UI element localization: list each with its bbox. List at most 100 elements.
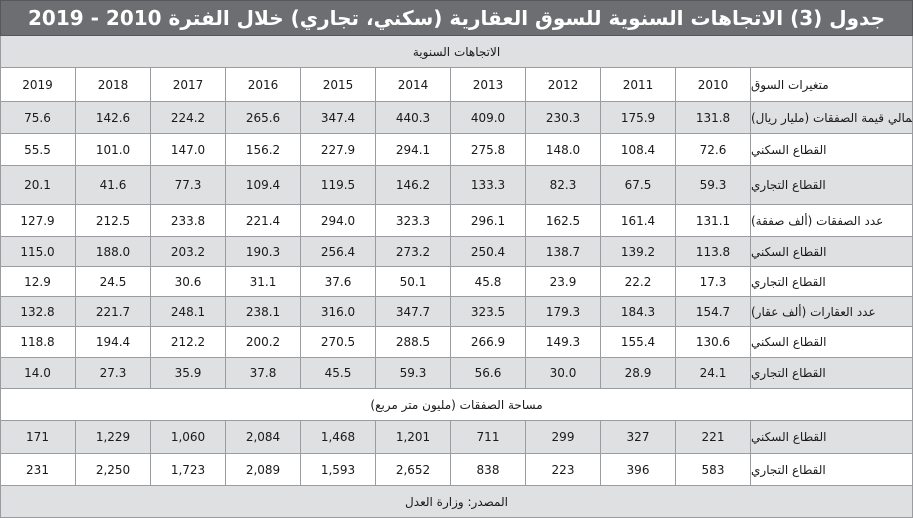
year-header-cell: 2011 — [600, 68, 675, 101]
year-header-cell: 2012 — [525, 68, 600, 101]
value-cell: 67.5 — [600, 166, 675, 204]
row-label-cell: إجمالي قيمة الصفقات (مليار ريال) — [750, 102, 913, 133]
header-label-cell: متغيرات السوق — [750, 68, 913, 101]
year-header-cell: 2018 — [75, 68, 150, 101]
table-row: القطاع التجاري 583 396 223 838 2,652 1,593 2,08… — [0, 454, 913, 486]
value-cell: 294.0 — [300, 205, 375, 236]
value-cell: 155.4 — [600, 327, 675, 357]
value-cell: 30.6 — [150, 267, 225, 296]
value-cell: 12.9 — [24, 274, 51, 289]
value-cell: 175.9 — [600, 102, 675, 133]
value-cell: 203.2 — [150, 237, 225, 266]
value-cell: 299 — [525, 421, 600, 453]
value-cell: 50.1 — [375, 267, 450, 296]
value-cell: 194.4 — [75, 327, 150, 357]
value-cell: 227.9 — [300, 134, 375, 165]
value-cell: 130.6 — [675, 327, 750, 357]
value-cell: 118.8 — [20, 335, 55, 349]
value-cell: 139.2 — [600, 237, 675, 266]
value-cell: 256.4 — [300, 237, 375, 266]
table-row: القطاع السكني 113.8 139.2 138.7 250.4 273.2 25… — [0, 237, 913, 267]
value-cell: 2,250 — [75, 454, 150, 485]
value-cell: 275.8 — [450, 134, 525, 165]
value-cell: 142.6 — [75, 102, 150, 133]
year-header-cell: 2013 — [450, 68, 525, 101]
value-cell: 2,652 — [375, 454, 450, 485]
value-cell: 101.0 — [75, 134, 150, 165]
value-cell: 2,084 — [225, 421, 300, 453]
value-cell: 113.8 — [675, 237, 750, 266]
header-row: متغيرات السوق 2010 2011 2012 2013 2014 2015 201… — [0, 68, 913, 102]
value-cell: 156.2 — [225, 134, 300, 165]
value-cell: 41.6 — [75, 166, 150, 204]
area-section-header: مساحة الصفقات (مليون متر مربع) — [0, 389, 913, 421]
value-cell: 347.7 — [375, 297, 450, 326]
value-cell: 161.4 — [600, 205, 675, 236]
year-header-cell: 2016 — [225, 68, 300, 101]
table-row: القطاع السكني 130.6 155.4 149.3 266.9 288.5 27… — [0, 327, 913, 358]
value-cell: 37.8 — [225, 358, 300, 388]
value-cell: 22.2 — [600, 267, 675, 296]
row-label-cell: القطاع السكني — [750, 421, 913, 453]
value-cell: 127.9 — [20, 213, 55, 228]
row-label-cell: القطاع التجاري — [750, 358, 913, 388]
value-cell: 77.3 — [150, 166, 225, 204]
value-cell: 347.4 — [300, 102, 375, 133]
value-cell: 1,723 — [150, 454, 225, 485]
table-row: عدد الصفقات (ألف صفقة) 131.1 161.4 162.5 296… — [0, 205, 913, 237]
value-cell: 323.5 — [450, 297, 525, 326]
value-cell: 221 — [675, 421, 750, 453]
value-cell: 327 — [600, 421, 675, 453]
value-cell: 115.0 — [20, 244, 55, 259]
value-cell: 148.0 — [525, 134, 600, 165]
value-cell: 238.1 — [225, 297, 300, 326]
value-cell: 28.9 — [600, 358, 675, 388]
value-cell: 131.8 — [675, 102, 750, 133]
value-cell: 221.4 — [225, 205, 300, 236]
value-cell: 179.3 — [525, 297, 600, 326]
value-cell: 82.3 — [525, 166, 600, 204]
value-cell: 1,060 — [150, 421, 225, 453]
value-cell: 316.0 — [300, 297, 375, 326]
value-cell: 273.2 — [375, 237, 450, 266]
value-cell: 154.7 — [675, 297, 750, 326]
value-cell: 248.1 — [150, 297, 225, 326]
value-cell: 24.5 — [75, 267, 150, 296]
value-cell: 35.9 — [150, 358, 225, 388]
value-cell: 1,229 — [75, 421, 150, 453]
value-cell: 221.7 — [75, 297, 150, 326]
value-cell: 233.8 — [150, 205, 225, 236]
value-cell: 17.3 — [675, 267, 750, 296]
value-cell: 30.0 — [525, 358, 600, 388]
value-cell: 55.5 — [24, 142, 51, 157]
value-cell: 133.3 — [450, 166, 525, 204]
table-row: إجمالي قيمة الصفقات (مليار ريال) 131.8 175… — [0, 102, 913, 134]
value-cell: 59.3 — [375, 358, 450, 388]
year-header-cell: 2014 — [375, 68, 450, 101]
value-cell: 162.5 — [525, 205, 600, 236]
value-cell: 188.0 — [75, 237, 150, 266]
value-cell: 266.9 — [450, 327, 525, 357]
row-label-cell: القطاع السكني — [750, 134, 913, 165]
value-cell: 171 — [26, 430, 49, 444]
value-cell: 190.3 — [225, 237, 300, 266]
value-cell: 184.3 — [600, 297, 675, 326]
value-cell: 294.1 — [375, 134, 450, 165]
value-cell: 131.1 — [675, 205, 750, 236]
value-cell: 323.3 — [375, 205, 450, 236]
value-cell: 20.1 — [24, 178, 51, 192]
value-cell: 270.5 — [300, 327, 375, 357]
row-label-cell: القطاع التجاري — [750, 166, 913, 204]
value-cell: 23.9 — [525, 267, 600, 296]
annual-trends-header: الاتجاهات السنوية — [0, 36, 913, 68]
value-cell: 24.1 — [675, 358, 750, 388]
year-header-cell: 2017 — [150, 68, 225, 101]
value-cell: 2,089 — [225, 454, 300, 485]
value-cell: 149.3 — [525, 327, 600, 357]
value-cell: 146.2 — [375, 166, 450, 204]
value-cell: 31.1 — [225, 267, 300, 296]
value-cell: 288.5 — [375, 327, 450, 357]
source-note: المصدر: وزارة العدل — [0, 486, 913, 518]
value-cell: 230.3 — [525, 102, 600, 133]
